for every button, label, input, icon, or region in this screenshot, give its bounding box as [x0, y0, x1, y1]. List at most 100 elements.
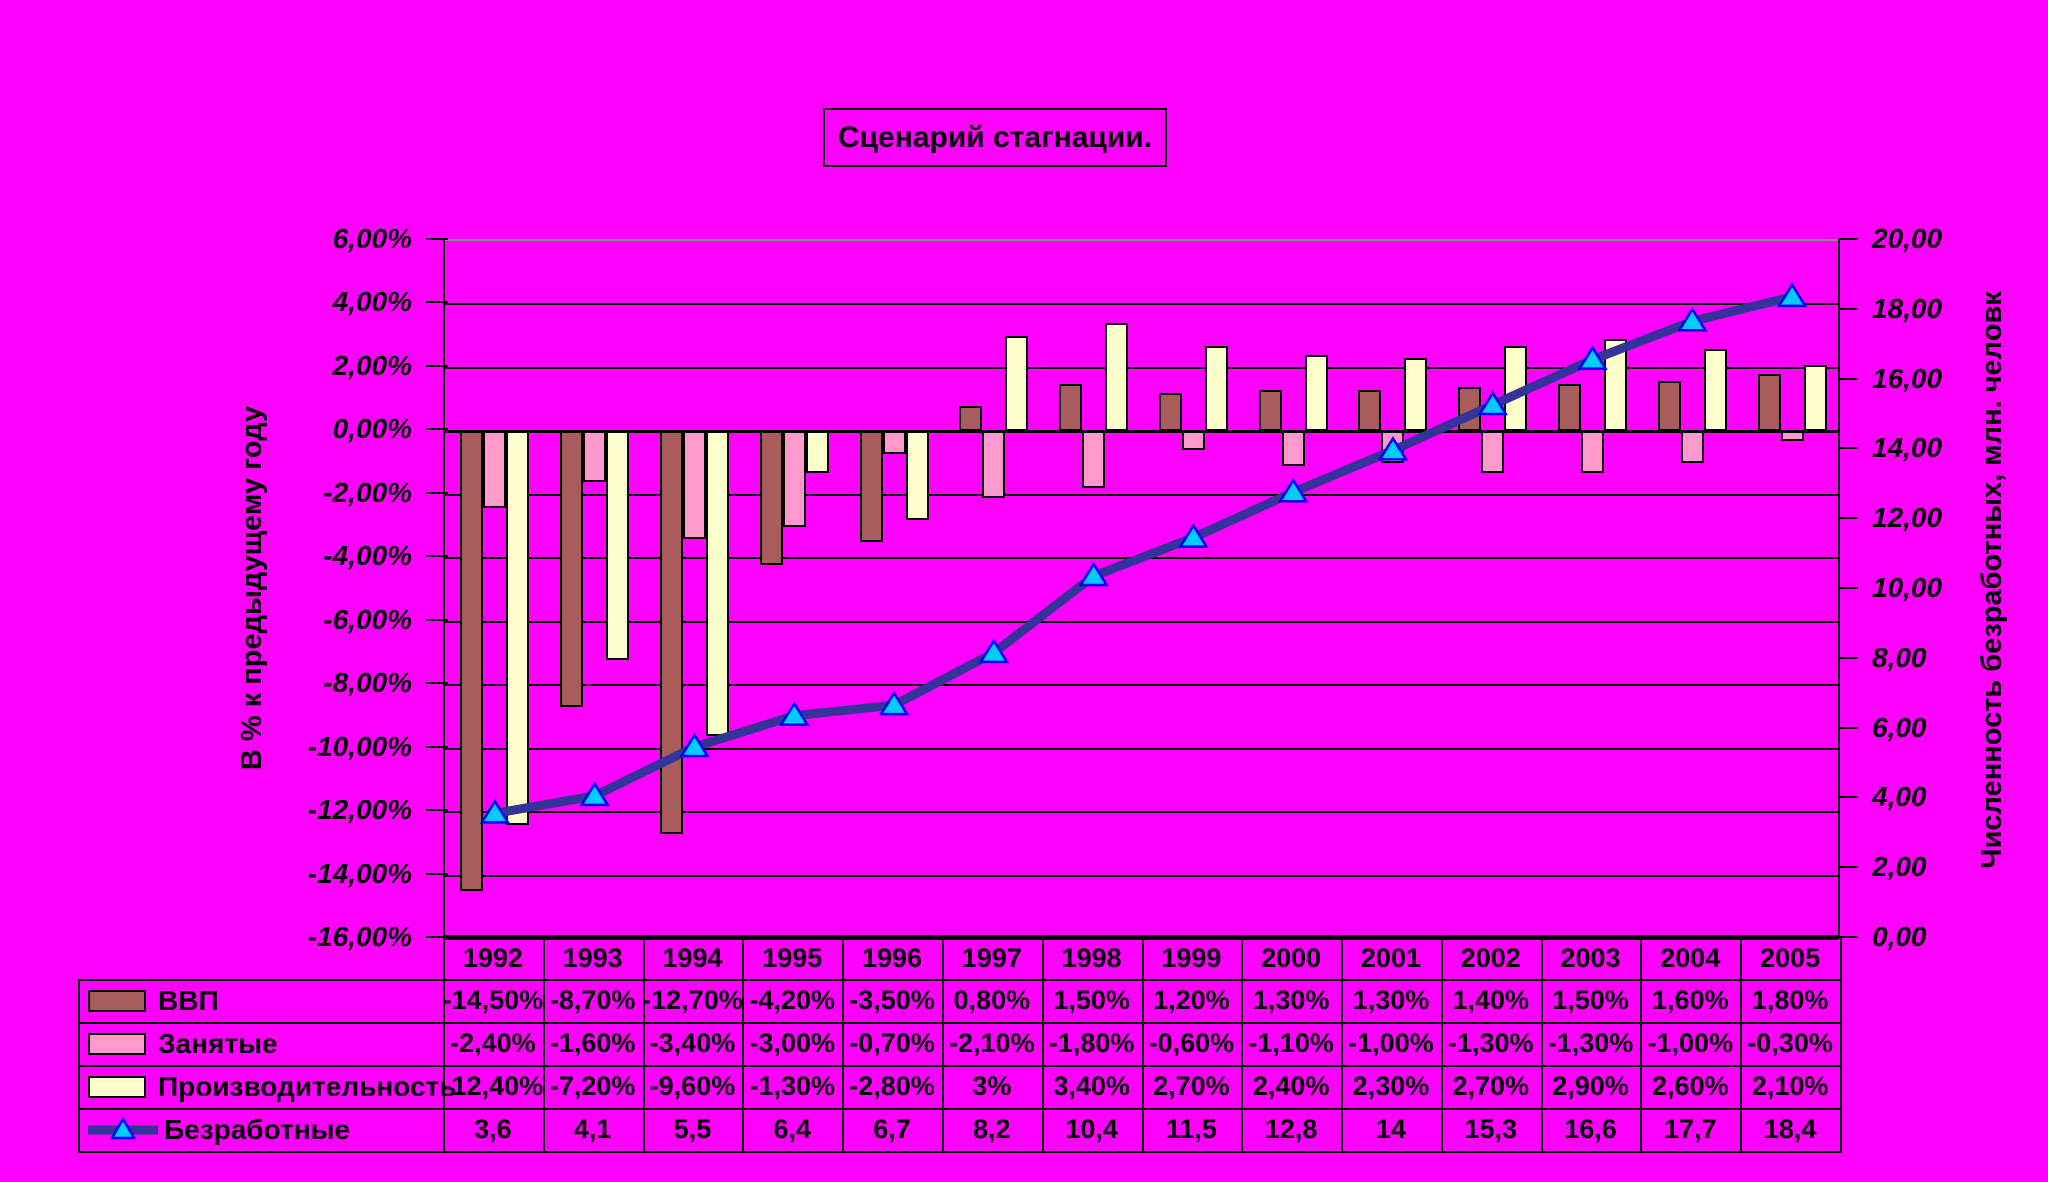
right-axis-tick-label: 2,00: [1872, 851, 1927, 883]
table-cell-value-productivity-1994: -9,60%: [649, 1071, 736, 1101]
right-axis-tick: [1838, 587, 1858, 589]
table-cell-value-employed-2001: -1,00%: [1348, 1028, 1434, 1058]
table-border: [1640, 937, 1643, 1153]
right-axis-tick: [1838, 656, 1858, 659]
gridline: [445, 366, 1838, 369]
left-axis-tick: [426, 618, 448, 621]
table-cell-value-unemployed-2005: 18,4: [1763, 1114, 1817, 1144]
legend-swatch-employed: [88, 1032, 146, 1055]
right-axis-tick: [1838, 796, 1858, 799]
triangle-marker-2001: [1377, 436, 1409, 461]
bar-productivity-1997: [1005, 336, 1029, 432]
left-axis-tick: [426, 936, 448, 938]
legend-label-gdp: ВВП: [158, 984, 219, 1016]
table-cell-value-productivity-2005: 2,10%: [1751, 1071, 1829, 1101]
table-cell-value-employed-2000: -1,10%: [1248, 1028, 1334, 1058]
unemployed-line-series: [479, 282, 1808, 824]
table-cell-value-gdp-1993: -8,70%: [549, 985, 636, 1015]
table-cell-value-gdp-2004: 1,60%: [1652, 985, 1729, 1015]
bar-productivity-1992: [506, 431, 530, 825]
table-cell-value-employed-1998: -1,80%: [1048, 1028, 1135, 1058]
right-axis-tick-label: 8,00: [1872, 641, 1927, 673]
bar-employed-2002: [1481, 431, 1505, 473]
table-cell-value-gdp-2002: 1,40%: [1452, 985, 1530, 1015]
bar-productivity-2005: [1803, 364, 1827, 432]
table-border: [1141, 937, 1144, 1153]
table-border: [1041, 937, 1044, 1153]
table-cell-value-gdp-2005: 1,80%: [1751, 985, 1829, 1015]
right-axis-tick: [1838, 238, 1858, 240]
left-axis-tick-label: 0,00%: [332, 413, 412, 445]
bar-productivity-1993: [606, 431, 630, 660]
left-axis-tick-label: -14,00%: [307, 857, 412, 889]
left-axis-tick: [426, 682, 448, 685]
table-cell-value-productivity-2003: 2,90%: [1552, 1071, 1629, 1101]
legend-label-productivity: Производительность: [158, 1070, 457, 1102]
gridline: [445, 620, 1838, 623]
table-border: [78, 1108, 1842, 1110]
table-cell-value-productivity-2001: 2,30%: [1352, 1071, 1430, 1101]
table-cell-value-gdp-2003: 1,50%: [1552, 985, 1629, 1015]
table-cell-value-gdp-1994: -12,70%: [642, 985, 743, 1015]
triangle-marker-1999: [1178, 523, 1209, 548]
table-cell-value-gdp-1999: 1,20%: [1153, 985, 1230, 1015]
table-border: [642, 937, 645, 1153]
table-cell-year: 2005: [1760, 942, 1821, 973]
table-border: [742, 937, 745, 1153]
right-axis-tick: [1838, 866, 1858, 869]
gridline: [445, 430, 1838, 434]
table-border: [78, 1151, 1842, 1153]
triangle-marker-2003: [1577, 345, 1608, 370]
left-axis-tick-label: -10,00%: [307, 730, 412, 762]
table-cell-value-employed-1995: -3,00%: [749, 1028, 836, 1058]
chart-title: Сценарий стагнации.: [823, 108, 1167, 167]
right-axis-tick-label: 4,00: [1872, 781, 1927, 813]
table-cell-value-employed-2002: -1,30%: [1447, 1028, 1534, 1058]
right-axis-tick-label: 18,00: [1872, 292, 1943, 324]
table-cell-value-unemployed-1999: 11,5: [1165, 1114, 1217, 1144]
right-axis-tick-label: 16,00: [1872, 362, 1943, 394]
bar-employed-2004: [1680, 431, 1704, 464]
bar-productivity-2004: [1703, 348, 1727, 432]
table-cell-value-gdp-1997: 0,80%: [953, 985, 1031, 1015]
legend-row-productivity: Производительность: [88, 1065, 456, 1108]
left-axis-tick: [426, 364, 448, 367]
bar-productivity-1999: [1204, 345, 1228, 432]
bar-gdp-2001: [1358, 390, 1382, 432]
bar-employed-1992: [483, 431, 507, 508]
bar-gdp-1995: [759, 431, 783, 565]
table-border: [1740, 937, 1743, 1153]
table-cell-value-employed-2003: -1,30%: [1547, 1028, 1634, 1058]
triangle-marker-1995: [779, 701, 810, 726]
right-axis-tick: [1838, 377, 1858, 380]
triangle-marker-1998: [1078, 561, 1109, 587]
bar-gdp-1993: [560, 431, 584, 708]
table-border: [78, 979, 1842, 981]
left-axis-tick: [426, 491, 448, 494]
left-axis-tick-label: -2,00%: [323, 476, 412, 508]
bar-gdp-1997: [959, 405, 983, 432]
table-cell-value-productivity-1998: 3,40%: [1053, 1071, 1130, 1101]
bar-productivity-2001: [1404, 358, 1428, 432]
right-axis-tick-label: 10,00: [1872, 572, 1943, 603]
left-axis-tick: [426, 872, 448, 875]
gridline: [445, 874, 1838, 877]
bar-employed-2005: [1780, 431, 1804, 441]
bar-productivity-2003: [1604, 339, 1628, 432]
triangle-marker-1994: [679, 732, 710, 758]
right-axis-tick: [1838, 517, 1858, 520]
bar-productivity-1995: [805, 431, 829, 473]
right-axis-tick-label: 0,00: [1872, 921, 1927, 952]
left-axis-tick-label: -12,00%: [307, 794, 412, 826]
table-border: [1341, 937, 1344, 1153]
table-cell-value-productivity-2000: 2,40%: [1252, 1071, 1330, 1101]
bar-gdp-2003: [1558, 383, 1582, 432]
bar-gdp-1998: [1059, 383, 1083, 432]
bar-gdp-1999: [1158, 393, 1182, 432]
table-cell-value-employed-1999: -0,60%: [1148, 1028, 1235, 1058]
gridline: [445, 684, 1838, 687]
table-cell-value-unemployed-1995: 6,4: [773, 1114, 811, 1144]
legend-label-employed: Занятые: [158, 1027, 278, 1059]
table-border: [78, 1065, 1842, 1067]
table-cell-year: 1995: [762, 942, 823, 973]
